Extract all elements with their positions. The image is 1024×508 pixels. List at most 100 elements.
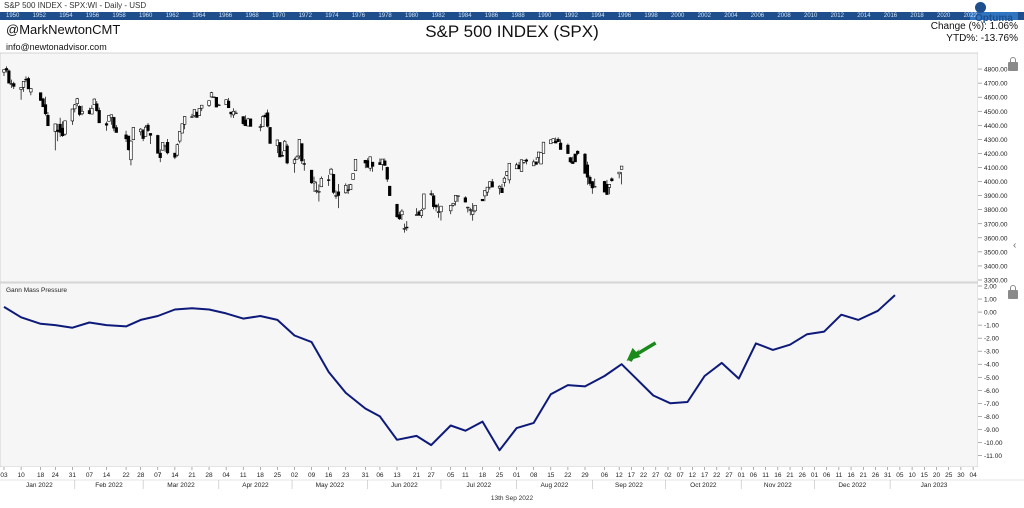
x-axis-day-label: 16 bbox=[325, 472, 333, 479]
x-axis-day-label: 30 bbox=[957, 472, 965, 479]
x-axis-day-label: 01 bbox=[738, 472, 746, 479]
x-axis-day-label: 29 bbox=[581, 472, 589, 479]
candle-body bbox=[329, 168, 333, 175]
x-axis-day-label: 13 bbox=[393, 472, 401, 479]
year-label[interactable]: 2012 bbox=[830, 13, 844, 19]
year-range-highlight[interactable] bbox=[970, 12, 1018, 20]
candle-body bbox=[541, 141, 546, 154]
candle-body bbox=[351, 173, 355, 180]
year-label[interactable]: 1980 bbox=[405, 13, 419, 19]
x-axis-day-label: 04 bbox=[223, 472, 231, 479]
year-label[interactable]: 1966 bbox=[218, 13, 233, 19]
candle-body bbox=[12, 83, 16, 87]
indicator-y-tick-label: -10.00 bbox=[984, 440, 1003, 447]
x-axis-month-label: Apr 2022 bbox=[242, 482, 269, 489]
x-axis-day-label: 09 bbox=[308, 472, 316, 479]
candle-body bbox=[7, 70, 11, 84]
x-axis-day-label: 18 bbox=[37, 472, 45, 479]
x-axis-day-label: 08 bbox=[530, 472, 538, 479]
x-axis-day-label: 15 bbox=[921, 472, 929, 479]
year-label[interactable]: 1988 bbox=[511, 13, 525, 19]
indicator-title: Gann Mass Pressure bbox=[6, 287, 67, 294]
year-navigator[interactable]: 1950 1952 1954 1956 1958 1960 1962 1964 1966 1968… bbox=[0, 12, 1024, 20]
year-label[interactable]: 1974 bbox=[325, 13, 339, 19]
candle-body bbox=[558, 142, 563, 150]
candle-body bbox=[46, 115, 50, 127]
candle-body bbox=[383, 160, 387, 166]
lock-icon[interactable] bbox=[1008, 285, 1018, 299]
year-label[interactable]: 2014 bbox=[857, 13, 871, 19]
year-label[interactable]: 1992 bbox=[564, 13, 578, 19]
chevron-left-icon[interactable]: ‹ bbox=[1013, 240, 1017, 251]
author-email: info@newtonadvisor.com bbox=[6, 42, 107, 52]
year-label[interactable]: 1964 bbox=[192, 13, 206, 19]
price-y-tick-label: 4100.00 bbox=[984, 165, 1008, 172]
x-axis-month-label: Mar 2022 bbox=[167, 482, 195, 489]
price-y-tick-label: 4200.00 bbox=[984, 151, 1008, 158]
year-label[interactable]: 1984 bbox=[458, 13, 472, 19]
price-panel bbox=[0, 52, 979, 283]
year-label[interactable]: 2022 bbox=[963, 13, 977, 19]
candle-body bbox=[385, 167, 389, 180]
candle-body bbox=[26, 78, 31, 90]
candle-body bbox=[539, 152, 543, 165]
year-label[interactable]: 1994 bbox=[591, 13, 605, 19]
x-axis-day-label: 26 bbox=[799, 472, 807, 479]
x-axis-day-label: 31 bbox=[69, 472, 77, 479]
price-y-tick-label: 4000.00 bbox=[984, 179, 1008, 186]
year-label[interactable]: 1952 bbox=[32, 13, 46, 19]
candle-body bbox=[156, 135, 160, 154]
candle-body bbox=[331, 174, 336, 193]
year-label[interactable]: 1958 bbox=[112, 13, 126, 19]
year-label[interactable]: 2018 bbox=[910, 13, 924, 19]
candle-body bbox=[234, 112, 238, 115]
year-label[interactable]: 1986 bbox=[484, 13, 499, 19]
candle-body bbox=[19, 87, 23, 90]
candle-body bbox=[519, 159, 524, 172]
year-label[interactable]: 2010 bbox=[804, 13, 818, 19]
year-label[interactable]: 1970 bbox=[272, 13, 286, 19]
year-label[interactable]: 1998 bbox=[644, 13, 658, 19]
candle-body bbox=[490, 181, 494, 188]
year-label[interactable]: 1972 bbox=[298, 13, 312, 19]
candle-body bbox=[29, 88, 33, 93]
candle-body bbox=[317, 191, 321, 193]
year-label[interactable]: 2008 bbox=[777, 13, 791, 19]
year-label[interactable]: 1976 bbox=[351, 13, 366, 19]
year-label[interactable]: 1978 bbox=[378, 13, 392, 19]
x-axis-day-label: 14 bbox=[103, 472, 111, 479]
year-label[interactable]: 2000 bbox=[671, 13, 685, 19]
candle-body bbox=[346, 189, 350, 191]
year-label[interactable]: 1996 bbox=[617, 13, 632, 19]
year-label[interactable]: 2016 bbox=[883, 13, 898, 19]
candle-body bbox=[456, 195, 460, 197]
year-label[interactable]: 1968 bbox=[245, 13, 259, 19]
lock-icon[interactable] bbox=[1008, 57, 1018, 71]
candle-body bbox=[114, 127, 118, 133]
indicator-y-tick-label: -9.00 bbox=[984, 427, 999, 434]
year-label[interactable]: 2004 bbox=[724, 13, 738, 19]
year-label[interactable]: 2006 bbox=[750, 13, 765, 19]
year-label[interactable]: 2020 bbox=[937, 13, 951, 19]
candle-body bbox=[485, 186, 489, 193]
year-label[interactable]: 1990 bbox=[538, 13, 552, 19]
candle-body bbox=[143, 126, 148, 137]
year-label[interactable]: 2002 bbox=[697, 13, 711, 19]
year-label[interactable]: 1956 bbox=[85, 13, 100, 19]
year-label[interactable]: 1960 bbox=[139, 13, 153, 19]
candle-body bbox=[300, 143, 304, 162]
candle-body bbox=[285, 145, 289, 164]
candle-body bbox=[605, 184, 609, 195]
year-label[interactable]: 1954 bbox=[59, 13, 73, 19]
x-axis-day-label: 11 bbox=[462, 472, 469, 479]
x-axis-month-label: Feb 2022 bbox=[95, 482, 123, 489]
candle-body bbox=[278, 142, 282, 158]
optuma-logo-icon bbox=[975, 2, 986, 13]
x-axis-day-label: 27 bbox=[428, 472, 436, 479]
year-label[interactable]: 1982 bbox=[431, 13, 445, 19]
candle-body bbox=[593, 186, 597, 188]
year-label[interactable]: 1962 bbox=[165, 13, 179, 19]
candle-body bbox=[429, 193, 433, 195]
year-label[interactable]: 1950 bbox=[6, 13, 20, 19]
